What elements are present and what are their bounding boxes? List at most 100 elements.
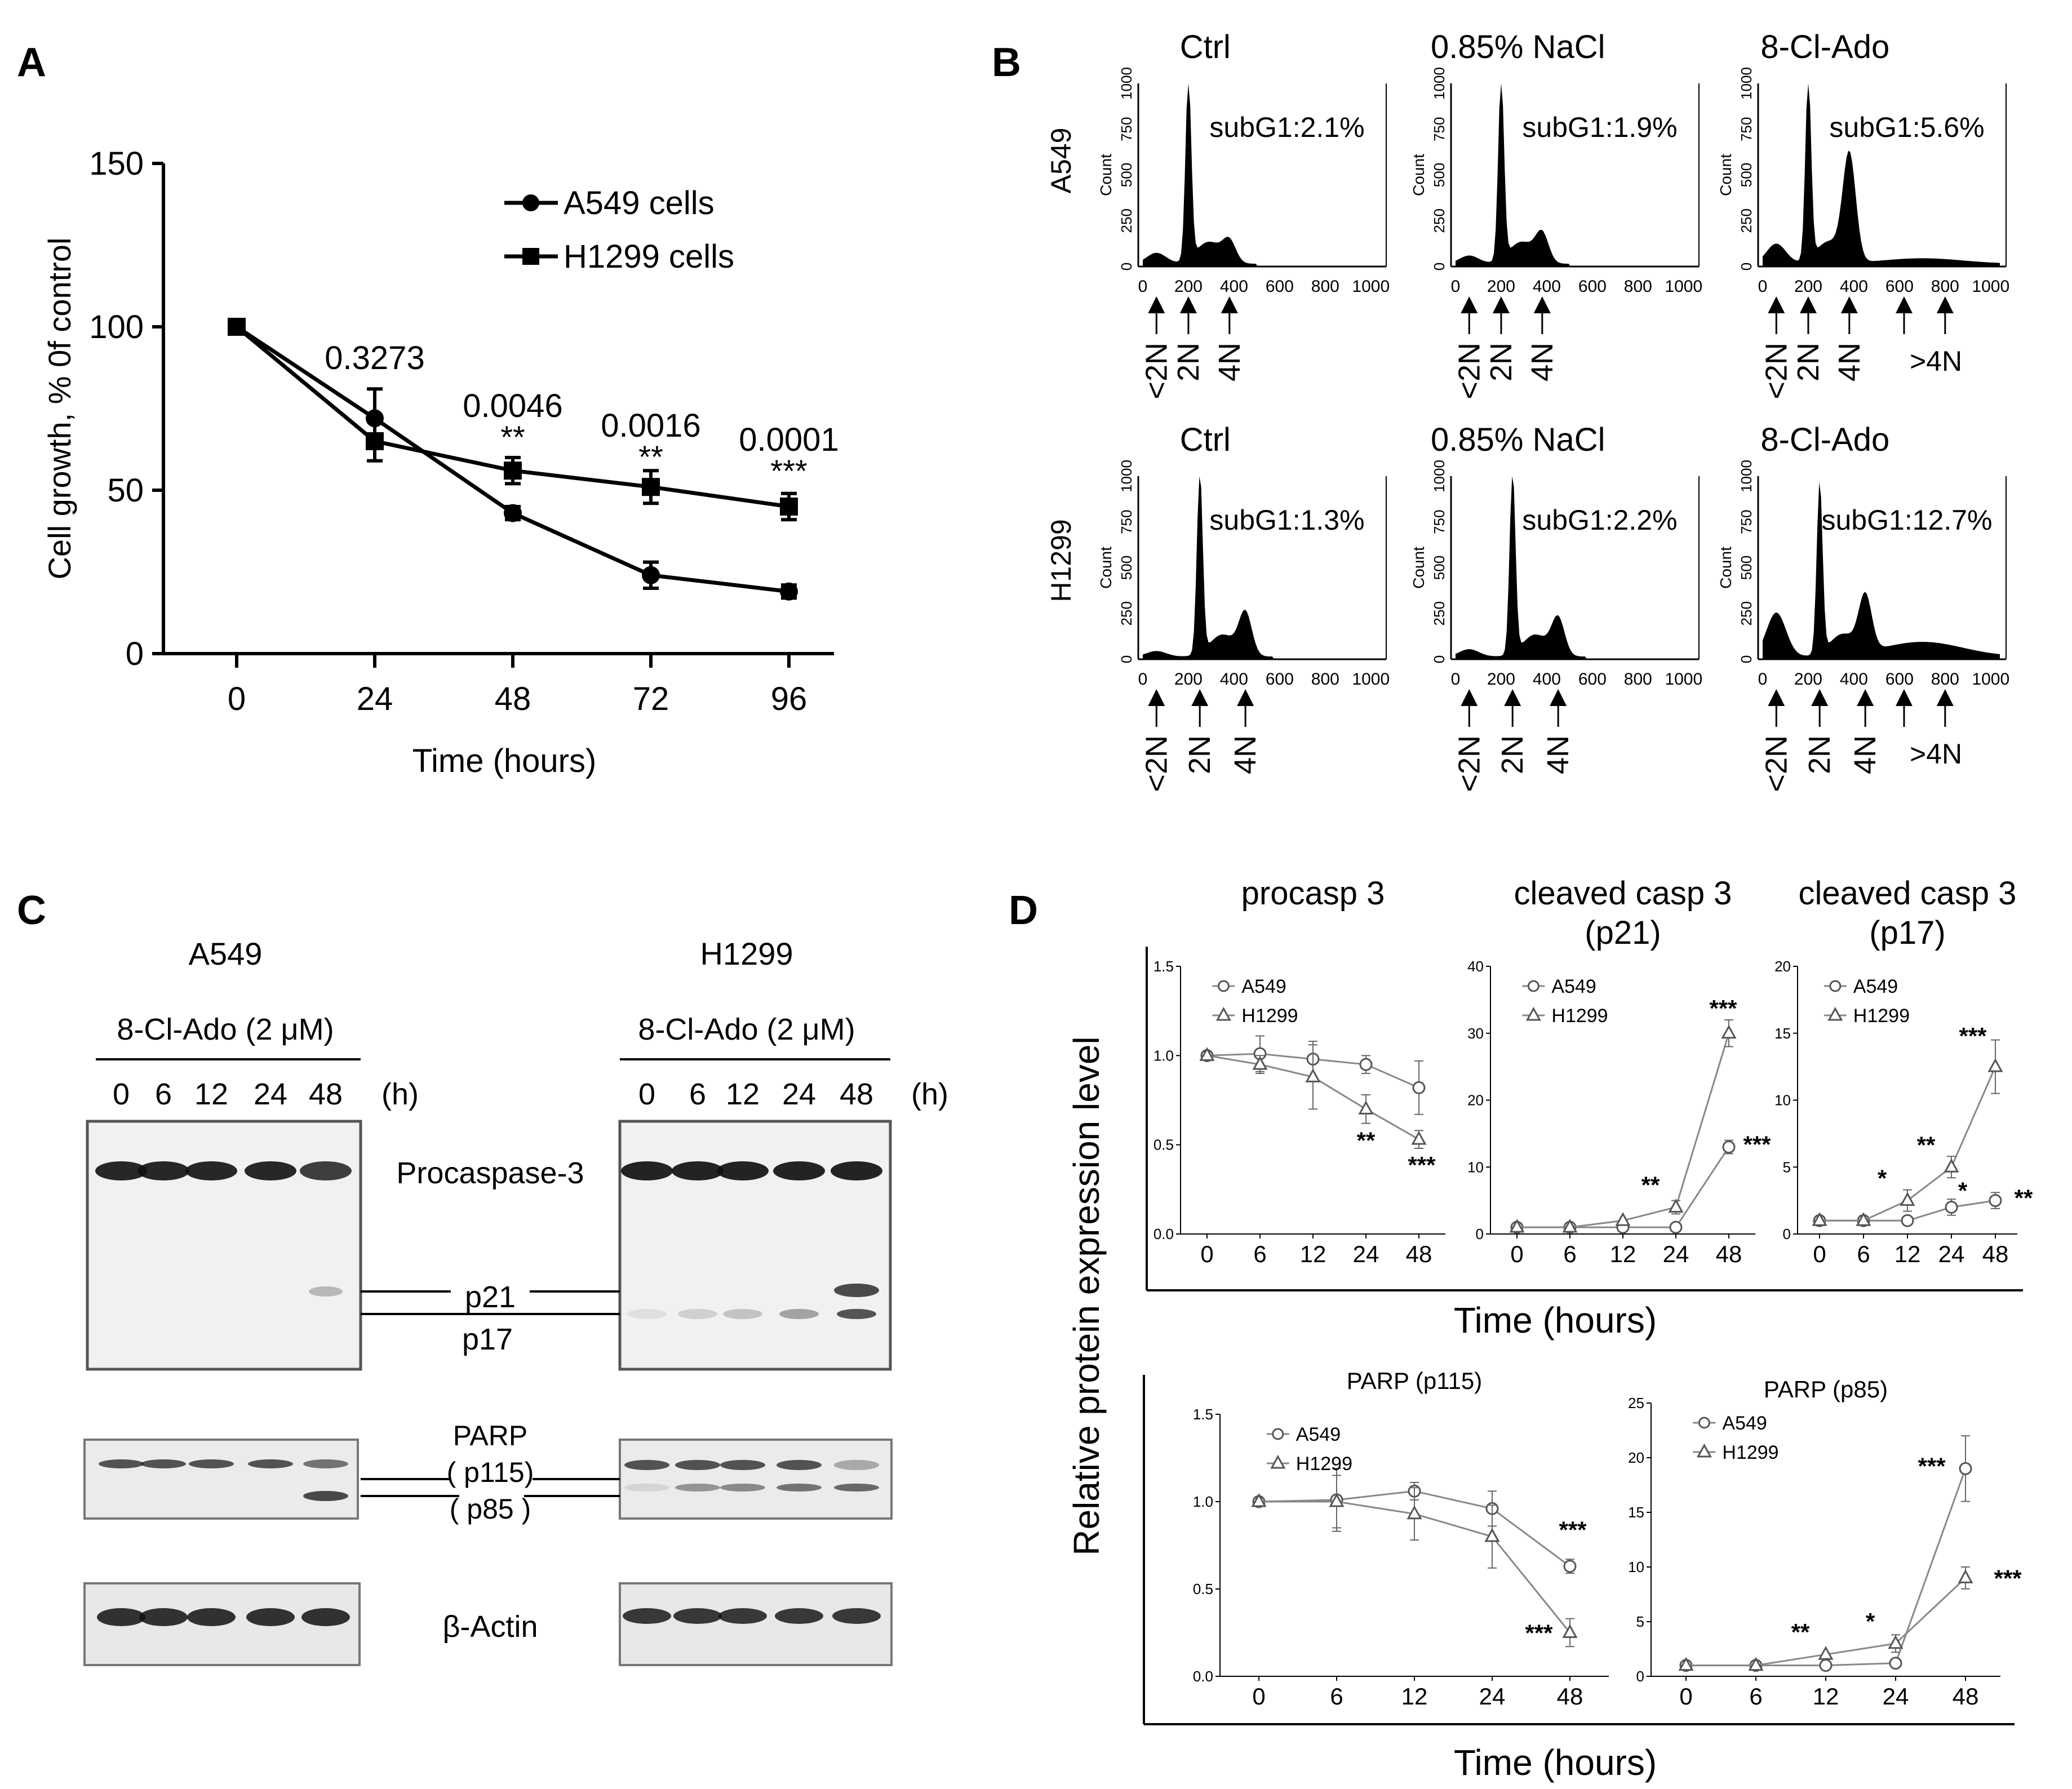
significance-stars: *	[1958, 1178, 1968, 1204]
y-tick-label: 100	[89, 309, 144, 345]
flow-histogram-5: 0.85% NaCl 0 250 500 750 1000 Count 0 200 400 600 8…	[1410, 421, 1702, 792]
significance-stars: ***	[770, 453, 807, 489]
x-tick-label: 48	[1953, 1683, 1979, 1710]
data-point-a549	[1722, 1140, 1736, 1154]
y-tick-label: 750	[1431, 510, 1448, 534]
x-tick-label: 200	[1794, 670, 1822, 689]
series-line-a549	[1686, 1468, 1967, 1667]
legend-label: H1299	[1551, 1005, 1608, 1027]
expression-panel-2: cleaved casp 3(p21) 0 10 20 30 40 0 6 12 24 48 A549…	[1467, 875, 1771, 1267]
x-tick-label: 800	[1931, 277, 1959, 296]
data-point-a549	[1563, 1560, 1577, 1573]
y-tick-label: 1000	[1738, 460, 1755, 492]
y-tick-label: 0	[1738, 263, 1755, 270]
y-tick-label: 750	[1738, 117, 1755, 141]
data-point-a549	[504, 504, 522, 522]
significance-stars: ***	[1994, 1565, 2022, 1591]
data-point-a549	[1959, 1462, 1972, 1475]
data-point-h1299	[780, 498, 798, 516]
subg1-label: subG1:1.3%	[1209, 504, 1364, 536]
band-p115	[834, 1460, 879, 1470]
band-procaspase	[185, 1161, 237, 1180]
data-point-h1299	[1987, 1058, 2003, 1072]
y-tick-label: 5	[1783, 1158, 1791, 1175]
y-tick-label: 0.0	[1153, 1226, 1174, 1242]
y-tick-label: 40	[1467, 958, 1484, 975]
band-p17	[678, 1309, 717, 1319]
legend-marker	[1696, 1443, 1712, 1458]
x-tick-label: 600	[1578, 670, 1607, 689]
data-point-h1299	[1562, 1219, 1578, 1233]
panel-label-a: A	[17, 40, 46, 85]
band-actin	[97, 1608, 145, 1626]
ploidy-label: 4N	[1848, 735, 1882, 774]
ploidy-label: 2N	[1791, 343, 1825, 381]
timepoint-label: 12	[726, 1077, 760, 1111]
data-point-h1299	[1958, 1569, 1973, 1583]
subg1-label: subG1:12.7%	[1822, 504, 1993, 536]
significance-stars: ***	[1918, 1453, 1946, 1479]
band-procaspase	[672, 1161, 724, 1180]
panel-a-ylabel: Cell growth, % 0f control	[42, 238, 77, 580]
y-tick-label: 250	[1118, 601, 1135, 625]
x-tick-label: 0	[1510, 1241, 1523, 1267]
band-p17	[779, 1309, 819, 1319]
ploidy-label: 4N	[1228, 735, 1262, 774]
panel-d-xlabel-bottom: Time (hours)	[1454, 1742, 1657, 1783]
y-axis-label: Count	[1410, 547, 1427, 589]
timepoint-label: 6	[689, 1077, 706, 1111]
panel-b-flow-histograms: A549 H1299 Ctrl 0 250 500 750 1000 Count 0 200 40…	[1045, 29, 2009, 792]
data-point-a549	[1889, 1657, 1902, 1670]
significance-stars: ***	[1525, 1620, 1553, 1646]
panel-title: cleaved casp 3	[1514, 875, 1732, 912]
blot-unit-left: (h)	[381, 1077, 419, 1111]
band-actin	[775, 1608, 823, 1624]
y-tick-label: 20	[1467, 1092, 1484, 1109]
ploidy-label: <2N	[1452, 343, 1486, 399]
x-tick-label: 800	[1311, 277, 1339, 296]
significance-stars: **	[1791, 1619, 1810, 1645]
data-point-a549	[1669, 1220, 1683, 1234]
band-p85	[624, 1484, 669, 1491]
histogram-title: Ctrl	[1180, 421, 1231, 458]
histogram-fill	[1143, 83, 1380, 267]
x-tick-label: 0	[1200, 1241, 1213, 1267]
ploidy-label: 4N	[1213, 343, 1246, 381]
histogram-fill	[1763, 482, 2000, 659]
data-point-a549	[642, 566, 660, 584]
ploidy-label: >4N	[1910, 345, 1962, 377]
timepoint-label: 12	[194, 1077, 228, 1111]
panel-label-b: B	[992, 40, 1021, 85]
data-point-h1299	[1562, 1624, 1578, 1638]
y-tick-label: 1000	[1738, 67, 1755, 100]
x-tick-label: 800	[1624, 670, 1652, 689]
y-tick-label: 0	[1476, 1226, 1484, 1242]
panel-label-c: C	[17, 888, 46, 933]
legend-label: A549	[1853, 976, 1898, 997]
y-tick-label: 750	[1118, 117, 1135, 141]
legend-marker	[1827, 1006, 1843, 1021]
histogram-fill	[1143, 476, 1380, 659]
band-actin	[139, 1608, 188, 1626]
y-tick-label: 250	[1738, 601, 1755, 625]
band-procaspase	[300, 1161, 352, 1180]
legend-marker	[1270, 1454, 1286, 1469]
x-tick-label: 48	[495, 681, 531, 717]
band-p85	[834, 1484, 879, 1491]
x-tick-label: 6	[1330, 1683, 1343, 1710]
band-p115	[624, 1460, 669, 1470]
band-p85	[675, 1484, 720, 1491]
data-point-h1299	[1856, 1212, 1871, 1226]
x-tick-label: 200	[1794, 277, 1822, 296]
data-point-h1299	[1509, 1219, 1525, 1233]
y-tick-label: 0	[1118, 263, 1135, 270]
y-tick-label: 15	[1628, 1504, 1644, 1521]
x-tick-label: 1000	[1352, 670, 1390, 689]
x-tick-label: 600	[1266, 670, 1294, 689]
flow-histogram-2: 0.85% NaCl 0 250 500 750 1000 Count 0 200 400 600 8…	[1410, 29, 1702, 399]
blot-label-p115: ( p115)	[447, 1457, 534, 1488]
data-point-h1299	[1252, 1056, 1268, 1070]
x-tick-label: 200	[1174, 670, 1203, 689]
timepoint-label: 24	[782, 1077, 816, 1111]
data-point-a549	[1901, 1214, 1914, 1227]
